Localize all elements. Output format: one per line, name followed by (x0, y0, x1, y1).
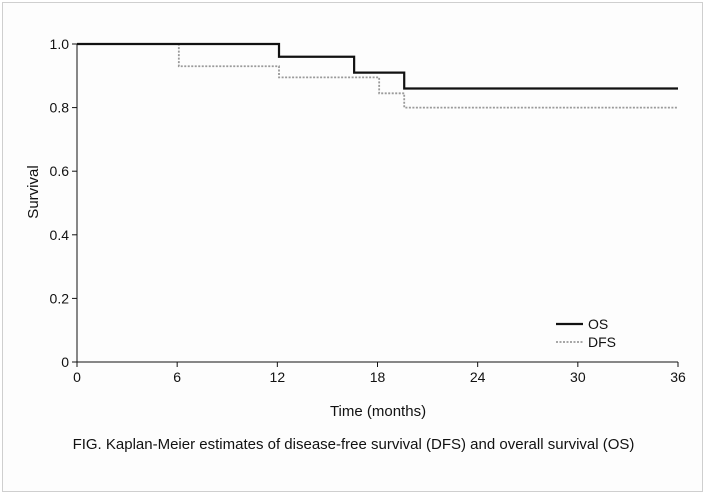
x-tick-label: 24 (470, 369, 486, 385)
x-tick-label: 12 (270, 369, 286, 385)
legend-label-os: OS (588, 316, 608, 332)
y-tick-label: 0 (61, 354, 69, 370)
x-tick-label: 6 (173, 369, 181, 385)
x-axis-label: Time (months) (330, 403, 426, 420)
series-line-os (77, 42, 678, 90)
y-axis-label: Survival (25, 165, 42, 218)
legend-label-dfs: DFS (588, 334, 616, 350)
x-tick-label: 30 (570, 369, 586, 385)
km-chart: Survival Time (months) 0 6 12 18 24 30 36 0 0.2 0… (25, 36, 686, 420)
series-line-dfs (77, 43, 678, 109)
x-tick-label: 18 (370, 369, 386, 385)
y-tick-label: 0.8 (50, 100, 70, 116)
x-tick-label: 36 (670, 369, 686, 385)
x-tick-label: 0 (73, 369, 81, 385)
y-tick-label: 0.4 (50, 227, 70, 243)
figure-caption: FIG. Kaplan-Meier estimates of disease-f… (72, 436, 635, 453)
y-tick-label: 0.2 (50, 290, 70, 306)
figure-frame (2, 2, 703, 492)
y-tick-label: 1.0 (50, 36, 70, 52)
y-tick-label: 0.6 (50, 163, 70, 179)
